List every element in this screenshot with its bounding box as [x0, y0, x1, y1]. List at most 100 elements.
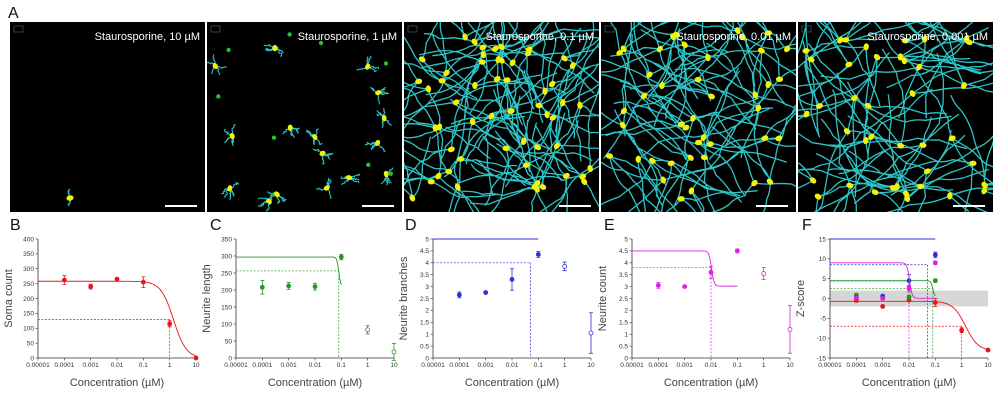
cell-soma — [901, 37, 909, 44]
overlay-marker — [801, 25, 812, 33]
y-tick-label: 10 — [819, 256, 827, 263]
y-axis-label: Neurite branches — [398, 256, 410, 340]
cell-soma — [365, 63, 371, 70]
y-tick-label: 150 — [23, 311, 34, 318]
cell-soma — [561, 55, 568, 62]
cell-soma — [687, 154, 694, 161]
cell-soma — [457, 156, 465, 162]
micrograph-4: Staurosporine, 0.01 µM — [601, 22, 796, 212]
cell-soma — [436, 123, 443, 131]
data-point — [906, 294, 912, 300]
cell-soma — [916, 63, 923, 71]
overlay-marker — [210, 25, 221, 33]
cell-soma — [587, 164, 593, 173]
y-tick-label: 0 — [822, 296, 826, 303]
cell-soma — [739, 33, 746, 41]
cell-soma — [312, 133, 318, 141]
y-tick-label: 350 — [23, 251, 34, 258]
cell-soma — [909, 90, 916, 97]
y-tick-label: 400 — [23, 236, 34, 243]
data-point-open — [588, 330, 594, 336]
y-tick-label: 2 — [624, 308, 628, 315]
micrograph-1: Staurosporine, 10 µM — [10, 22, 205, 212]
cell-soma — [775, 76, 784, 83]
data-point — [140, 279, 146, 285]
cell-soma — [673, 31, 680, 38]
y-tick-label: 5 — [425, 236, 429, 243]
x-axis-label: Concentration (µM) — [465, 377, 559, 389]
x-tick-label: 0.01 — [309, 362, 322, 369]
cell-soma — [525, 46, 533, 53]
data-point-open — [391, 349, 397, 355]
cell-soma — [656, 45, 663, 53]
data-point — [509, 277, 515, 282]
cell-soma — [659, 81, 665, 90]
cell-soma — [509, 59, 516, 67]
data-point — [535, 252, 541, 257]
cell-soma — [491, 46, 499, 52]
cell-soma — [803, 110, 810, 118]
cell-soma — [816, 103, 823, 109]
data-point-open — [365, 327, 371, 333]
fit-curve — [632, 250, 738, 287]
cell-soma — [837, 36, 844, 44]
data-point — [985, 347, 991, 353]
data-point — [338, 254, 344, 260]
cell-soma — [700, 134, 707, 141]
x-tick-label: 0.1 — [337, 362, 346, 369]
cell-soma — [649, 157, 656, 164]
micrograph-caption: Staurosporine, 0.001 µM — [867, 31, 988, 43]
cell-soma — [520, 137, 527, 145]
cell-soma — [981, 187, 988, 195]
y-axis-label: Neurite count — [597, 266, 609, 331]
cell-soma — [534, 144, 542, 151]
cell-soma — [775, 135, 783, 142]
fit-curve — [236, 256, 342, 285]
cell-soma — [902, 190, 910, 197]
y-tick-label: 100 — [221, 321, 232, 328]
x-tick-label: 0.00001 — [620, 362, 644, 369]
x-tick-label: 0.0001 — [449, 362, 469, 369]
cell-soma — [272, 44, 278, 52]
micrograph-background — [207, 22, 402, 212]
plot-e: E 0 0.5 1 1.5 2 2.5 3 3.5 4 4.5 5 0.00001 0.0001 0.001… — [597, 217, 794, 389]
data-point — [932, 300, 938, 305]
cell-soma — [961, 82, 967, 90]
cell-soma — [700, 154, 708, 161]
y-tick-label: 5 — [822, 276, 826, 283]
micrograph-3: Staurosporine, 0.1 µM — [404, 22, 599, 212]
nucleus-dot — [271, 135, 277, 140]
y-axis-label: Neurite length — [201, 264, 213, 333]
x-tick-label: 0.00001 — [421, 362, 445, 369]
cell-soma — [577, 101, 583, 109]
cell-soma — [706, 141, 714, 147]
cell-soma — [616, 49, 624, 56]
y-tick-label: 250 — [23, 281, 34, 288]
cell-soma — [479, 44, 487, 51]
data-point — [312, 284, 318, 290]
cell-soma — [897, 142, 905, 149]
x-tick-label: 0.001 — [677, 362, 694, 369]
cell-soma — [688, 187, 695, 195]
data-point — [88, 284, 94, 290]
y-tick-label: 0 — [30, 355, 34, 362]
panel-letter-e: E — [604, 217, 615, 234]
x-tick-label: 0.1 — [733, 362, 742, 369]
nucleus-dot — [388, 171, 393, 176]
cell-soma — [802, 48, 810, 54]
cell-soma — [660, 176, 667, 184]
overlay-marker — [407, 25, 418, 33]
cell-soma — [863, 137, 869, 145]
data-point — [959, 327, 965, 333]
cell-soma — [620, 45, 627, 53]
x-tick-label: 10 — [192, 362, 200, 369]
cell-soma — [375, 90, 382, 96]
cell-soma — [705, 54, 711, 62]
data-point — [880, 304, 886, 309]
cell-soma — [765, 81, 771, 89]
y-tick-label: 4 — [425, 260, 429, 267]
cell-soma — [755, 104, 762, 112]
cell-soma — [319, 150, 326, 156]
y-tick-label: 1.5 — [420, 320, 429, 327]
micrograph-caption: Staurosporine, 1 µM — [298, 31, 397, 43]
